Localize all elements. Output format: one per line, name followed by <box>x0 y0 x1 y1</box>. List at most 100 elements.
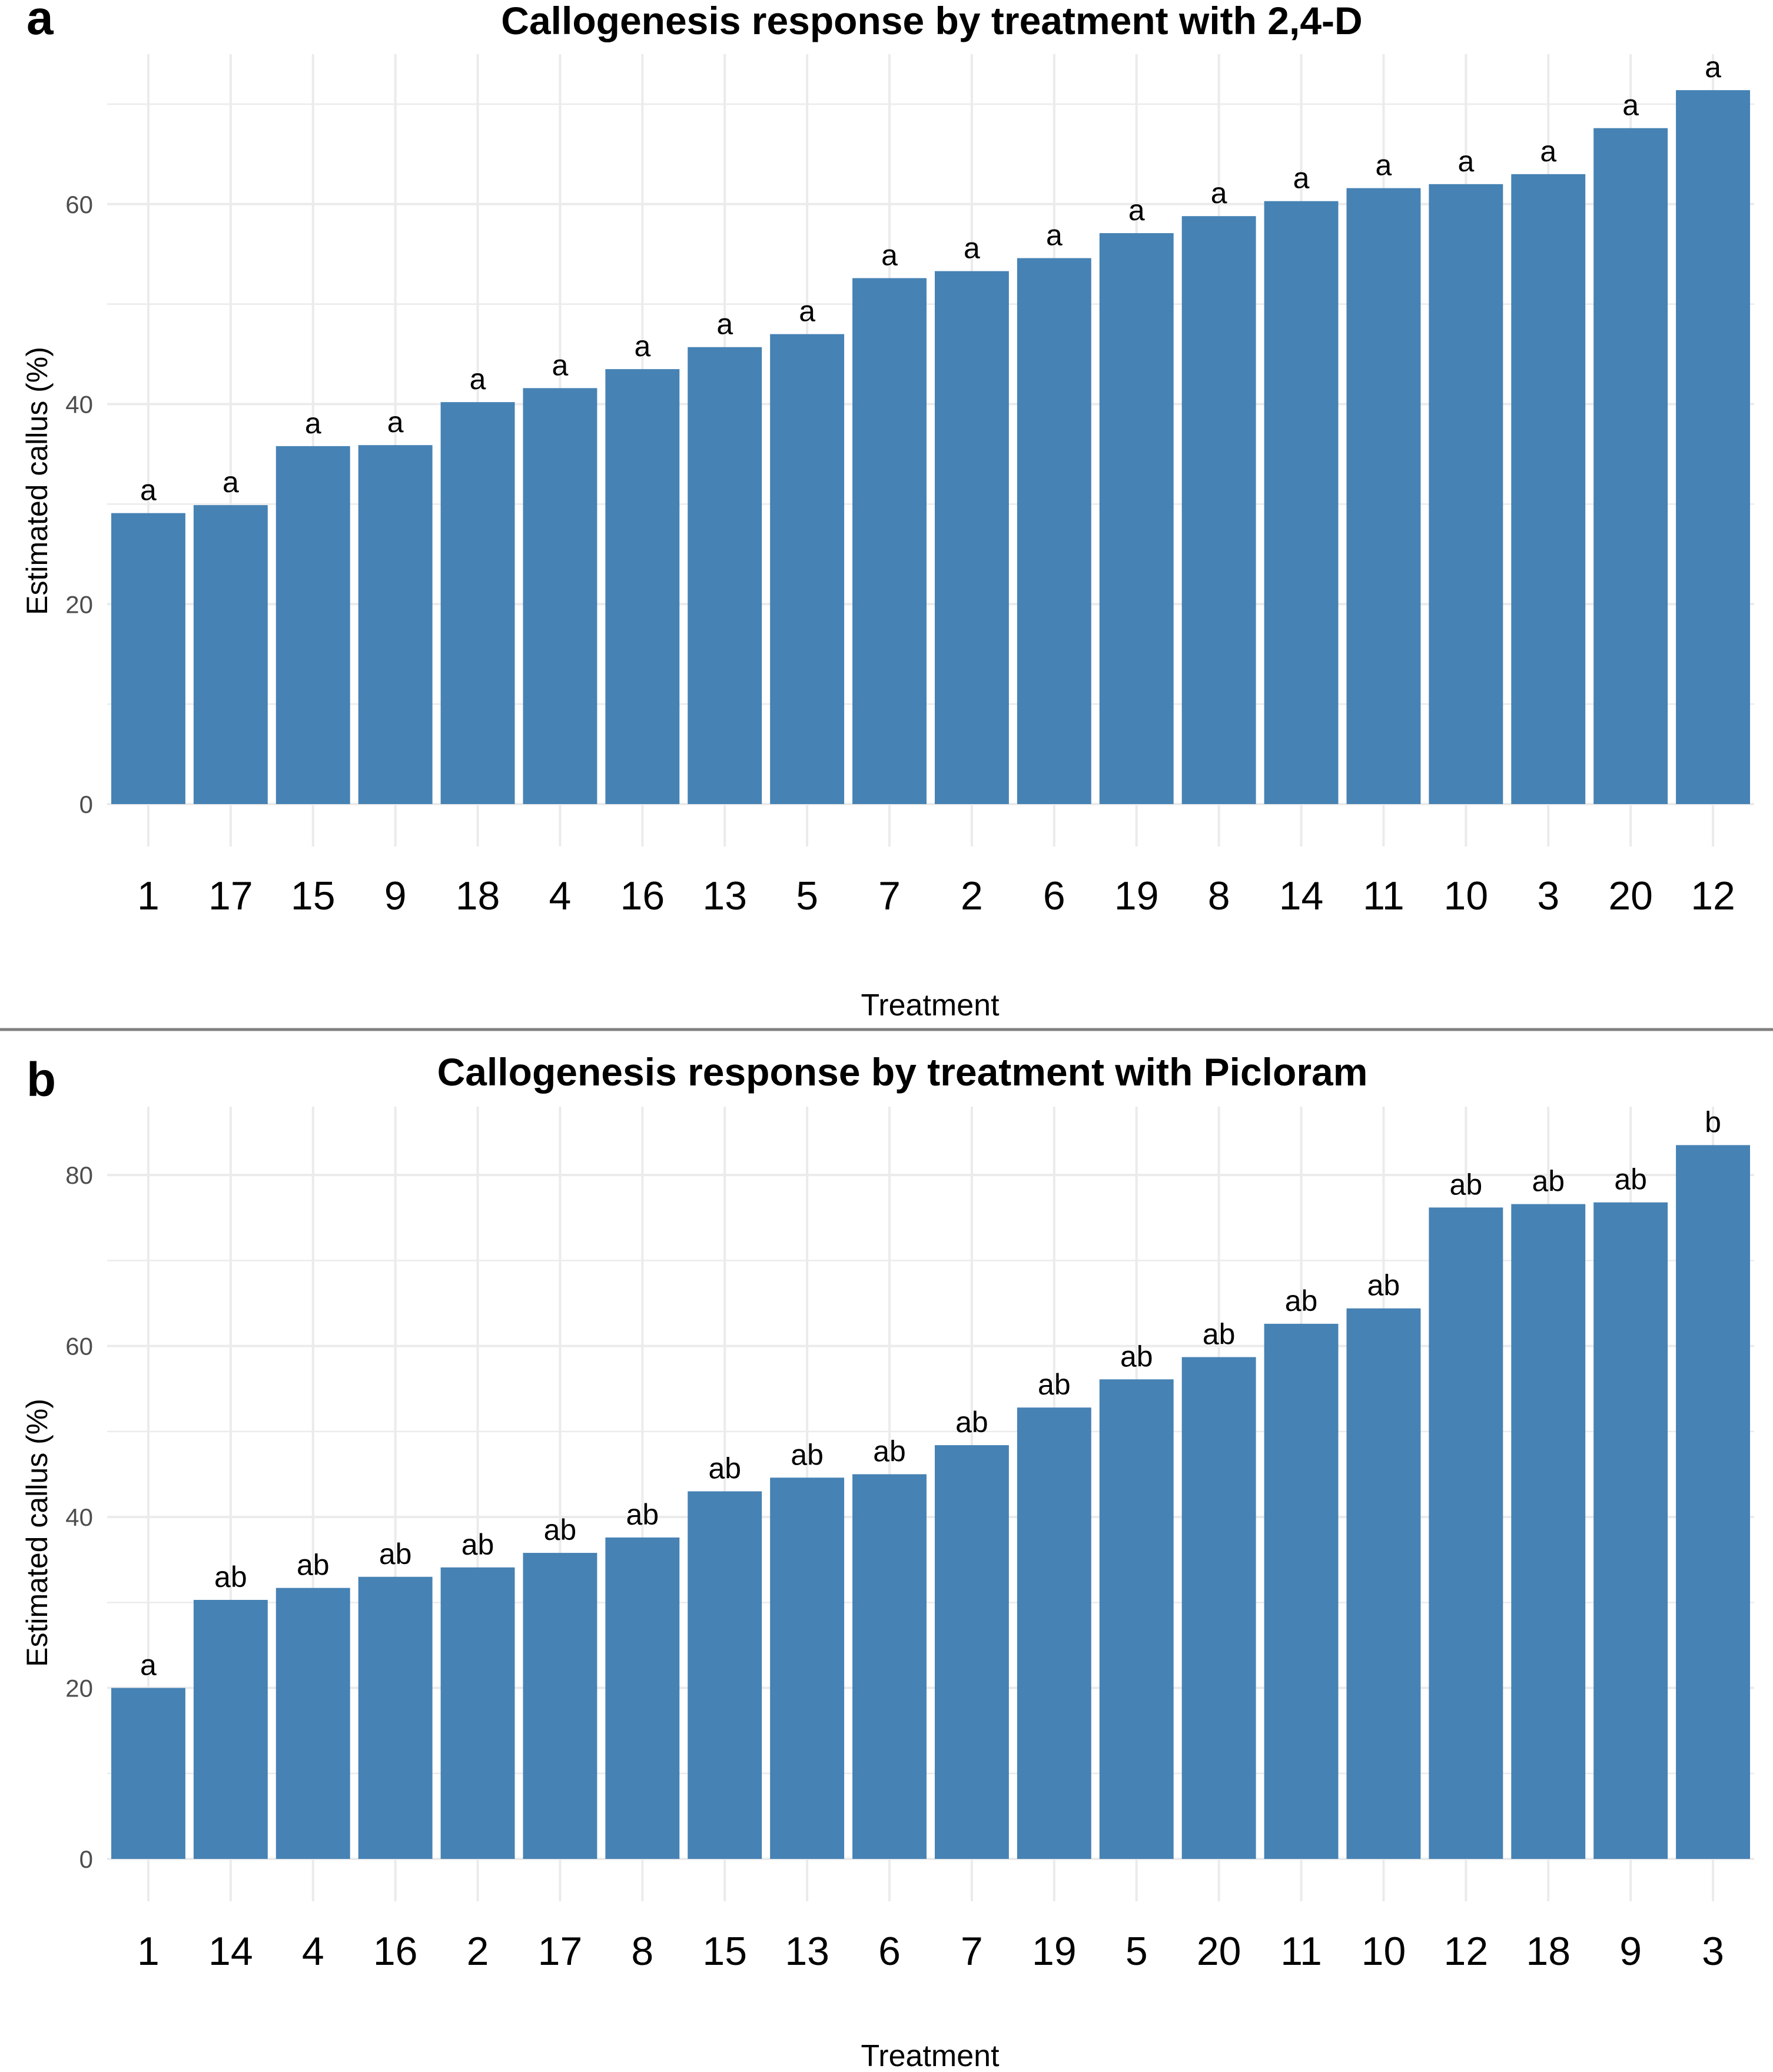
x-tick-label: 20 <box>1608 874 1653 918</box>
significance-letter: ab <box>791 1438 824 1471</box>
x-tick-label: 6 <box>1043 874 1065 918</box>
y-axis-label: Estimated callus (%) <box>21 1399 54 1667</box>
bar-18 <box>1511 1204 1586 1859</box>
bar-6 <box>1017 258 1091 804</box>
bar-2 <box>934 271 1009 804</box>
significance-letter: ab <box>1367 1269 1400 1302</box>
bars <box>111 90 1751 805</box>
bar-3 <box>1676 1145 1751 1859</box>
x-tick-label: 18 <box>456 874 500 918</box>
x-tick-label: 13 <box>702 874 747 918</box>
bar-20 <box>1593 128 1668 805</box>
x-tick-label: 1 <box>137 1929 160 1974</box>
x-tick-label: 17 <box>208 874 253 918</box>
x-tick-label: 9 <box>384 874 407 918</box>
significance-letter: a <box>1293 162 1310 195</box>
x-tick-label: 7 <box>961 1929 983 1974</box>
x-axis-tick-labels: 1 17 15 9 18 4 16 13 5 7 2 6 19 8 14 11 10 3 20 12 <box>137 874 1735 918</box>
bar-3 <box>1511 174 1586 805</box>
significance-letter: ab <box>1038 1368 1071 1401</box>
x-tick-label: 10 <box>1362 1929 1406 1974</box>
significance-letter: a <box>799 295 815 328</box>
chart-panel-a: a Callogenesis response by treatment wit… <box>21 0 1754 1022</box>
y-tick-label: 0 <box>79 1845 93 1873</box>
significance-letter: a <box>1376 149 1392 182</box>
y-tick-label: 0 <box>79 791 93 818</box>
x-tick-label: 15 <box>291 874 336 918</box>
y-tick-label: 20 <box>65 1675 93 1702</box>
y-tick-label: 60 <box>65 191 93 218</box>
significance-letter: a <box>1622 89 1639 122</box>
x-tick-label: 12 <box>1691 874 1735 918</box>
significance-letter: a <box>1705 51 1721 84</box>
significance-letter: a <box>223 466 239 499</box>
significance-letter: a <box>1457 145 1474 178</box>
y-tick-label: 40 <box>65 391 93 419</box>
x-tick-label: 11 <box>1280 1929 1322 1974</box>
bar-9 <box>1593 1202 1668 1859</box>
significance-letter: ab <box>461 1528 494 1561</box>
chart-panel-b: b Callogenesis response by treatment wit… <box>21 1050 1754 2072</box>
bar-9 <box>358 445 433 804</box>
significance-letter: ab <box>708 1452 741 1485</box>
bar-15 <box>275 446 350 804</box>
significance-letter: a <box>305 407 321 440</box>
bar-5 <box>770 334 845 804</box>
x-tick-label: 1 <box>137 874 160 918</box>
bar-10 <box>1346 1308 1421 1859</box>
x-tick-label: 10 <box>1444 874 1489 918</box>
bar-4 <box>275 1588 350 1859</box>
x-tick-label: 5 <box>796 874 818 918</box>
x-tick-label: 15 <box>702 1929 747 1974</box>
x-tick-label: 14 <box>208 1929 253 1974</box>
gridlines <box>107 54 1754 846</box>
x-tick-label: 6 <box>878 1929 901 1974</box>
y-tick-label: 80 <box>65 1161 93 1189</box>
x-tick-label: 20 <box>1197 1929 1241 1974</box>
bars <box>111 1145 1751 1859</box>
significance-letter: a <box>140 1649 157 1682</box>
significance-letter: ab <box>1285 1284 1318 1317</box>
bar-8 <box>605 1537 680 1859</box>
significance-letter: a <box>1046 219 1063 252</box>
significance-letter: a <box>716 308 733 341</box>
significance-letter: ab <box>1203 1318 1236 1351</box>
significance-letter: ab <box>379 1538 412 1570</box>
significance-letter: ab <box>1532 1165 1565 1198</box>
bar-14 <box>1264 201 1339 805</box>
bar-7 <box>852 278 927 804</box>
significance-letter: a <box>140 474 157 507</box>
x-tick-label: 2 <box>467 1929 489 1974</box>
bar-10 <box>1429 184 1503 804</box>
bar-17 <box>523 1553 597 1859</box>
bar-4 <box>523 388 597 804</box>
x-tick-label: 9 <box>1619 1929 1642 1974</box>
x-tick-label: 7 <box>878 874 901 918</box>
y-axis-label: Estimated callus (%) <box>21 347 54 615</box>
y-axis-tick-labels: 0 20 40 60 80 <box>65 1161 93 1873</box>
x-axis-label: Treatment <box>861 2039 1000 2072</box>
significance-letter: a <box>1211 177 1227 210</box>
bar-20 <box>1181 1357 1256 1859</box>
significance-letter: ab <box>873 1435 906 1467</box>
significance-letter: a <box>964 232 980 265</box>
x-tick-label: 16 <box>373 1929 418 1974</box>
significance-letters: a a a a a a a a a a a a a a a a a a a a <box>140 51 1721 507</box>
significance-letter: a <box>1540 135 1556 168</box>
x-tick-label: 11 <box>1363 874 1405 918</box>
significance-letter: ab <box>1450 1168 1483 1201</box>
bar-1 <box>111 1688 185 1859</box>
significance-letter: ab <box>214 1560 247 1593</box>
y-tick-label: 20 <box>65 590 93 618</box>
y-axis-tick-labels: 0 20 40 60 <box>65 191 93 818</box>
bar-19 <box>1099 233 1174 804</box>
bar-16 <box>358 1576 433 1859</box>
significance-letter: a <box>634 330 650 363</box>
x-tick-label: 13 <box>785 1929 829 1974</box>
x-tick-label: 3 <box>1702 1929 1724 1974</box>
significance-letter: a <box>387 406 404 439</box>
x-axis-label: Treatment <box>861 988 1000 1022</box>
bar-11 <box>1264 1323 1339 1859</box>
x-tick-label: 4 <box>302 1929 324 1974</box>
bar-1 <box>111 513 185 804</box>
